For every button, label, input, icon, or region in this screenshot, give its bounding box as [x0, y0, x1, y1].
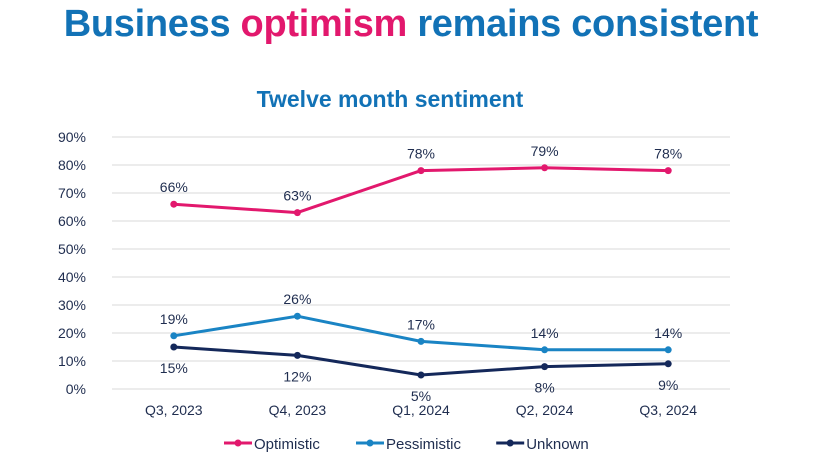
data-point [170, 200, 178, 208]
data-label: 17% [407, 316, 435, 332]
data-label: 5% [411, 388, 431, 404]
y-tick-label: 0% [66, 381, 86, 397]
y-tick-label: 70% [58, 185, 86, 201]
x-tick-label: Q3, 2024 [639, 402, 697, 418]
y-tick-label: 20% [58, 325, 86, 341]
y-tick-label: 30% [58, 297, 86, 313]
data-label: 12% [283, 368, 311, 384]
y-tick-label: 50% [58, 241, 86, 257]
legend-label: Unknown [526, 436, 589, 453]
data-point [417, 167, 425, 175]
data-label: 26% [283, 291, 311, 307]
data-point [170, 332, 178, 340]
data-point [293, 351, 301, 359]
y-tick-label: 60% [58, 213, 86, 229]
title-highlight: optimism [240, 3, 408, 45]
data-label: 14% [531, 325, 559, 341]
legend-marker [506, 439, 514, 447]
data-label: 78% [407, 146, 435, 162]
legend-label: Pessimistic [386, 436, 462, 453]
x-tick-label: Q2, 2024 [516, 402, 574, 418]
data-label: 79% [531, 143, 559, 159]
data-point [293, 312, 301, 320]
data-label: 15% [160, 360, 188, 376]
legend-label: Optimistic [254, 436, 320, 453]
data-label: 8% [534, 380, 554, 396]
x-tick-label: Q4, 2023 [269, 402, 327, 418]
data-label: 63% [283, 188, 311, 204]
data-point [417, 337, 425, 345]
title-part-2: remains consistent [407, 3, 759, 45]
y-tick-label: 80% [58, 157, 86, 173]
y-tick-label: 40% [58, 269, 86, 285]
data-label: 14% [654, 325, 682, 341]
data-point [170, 343, 178, 351]
data-point [664, 360, 672, 368]
title-part-1: Business [63, 3, 241, 45]
data-point [293, 209, 301, 217]
data-label: 9% [658, 377, 678, 393]
series-line-optimistic [173, 166, 669, 215]
legend-marker [366, 439, 374, 447]
data-point [541, 363, 549, 371]
x-tick-label: Q3, 2023 [145, 402, 203, 418]
data-point [664, 167, 672, 175]
chart-title: Twelve month sentiment [256, 86, 524, 112]
data-point [541, 346, 549, 354]
y-tick-label: 10% [58, 353, 86, 369]
y-tick-label: 90% [58, 129, 86, 145]
data-label: 19% [160, 311, 188, 327]
data-label: 66% [160, 179, 188, 195]
data-point [541, 164, 549, 172]
data-label: 78% [654, 146, 682, 162]
x-tick-label: Q1, 2024 [392, 402, 450, 418]
page-title: Business optimism remains consistent [0, 3, 822, 46]
data-point [417, 371, 425, 379]
legend-marker [234, 439, 242, 447]
data-point [664, 346, 672, 354]
